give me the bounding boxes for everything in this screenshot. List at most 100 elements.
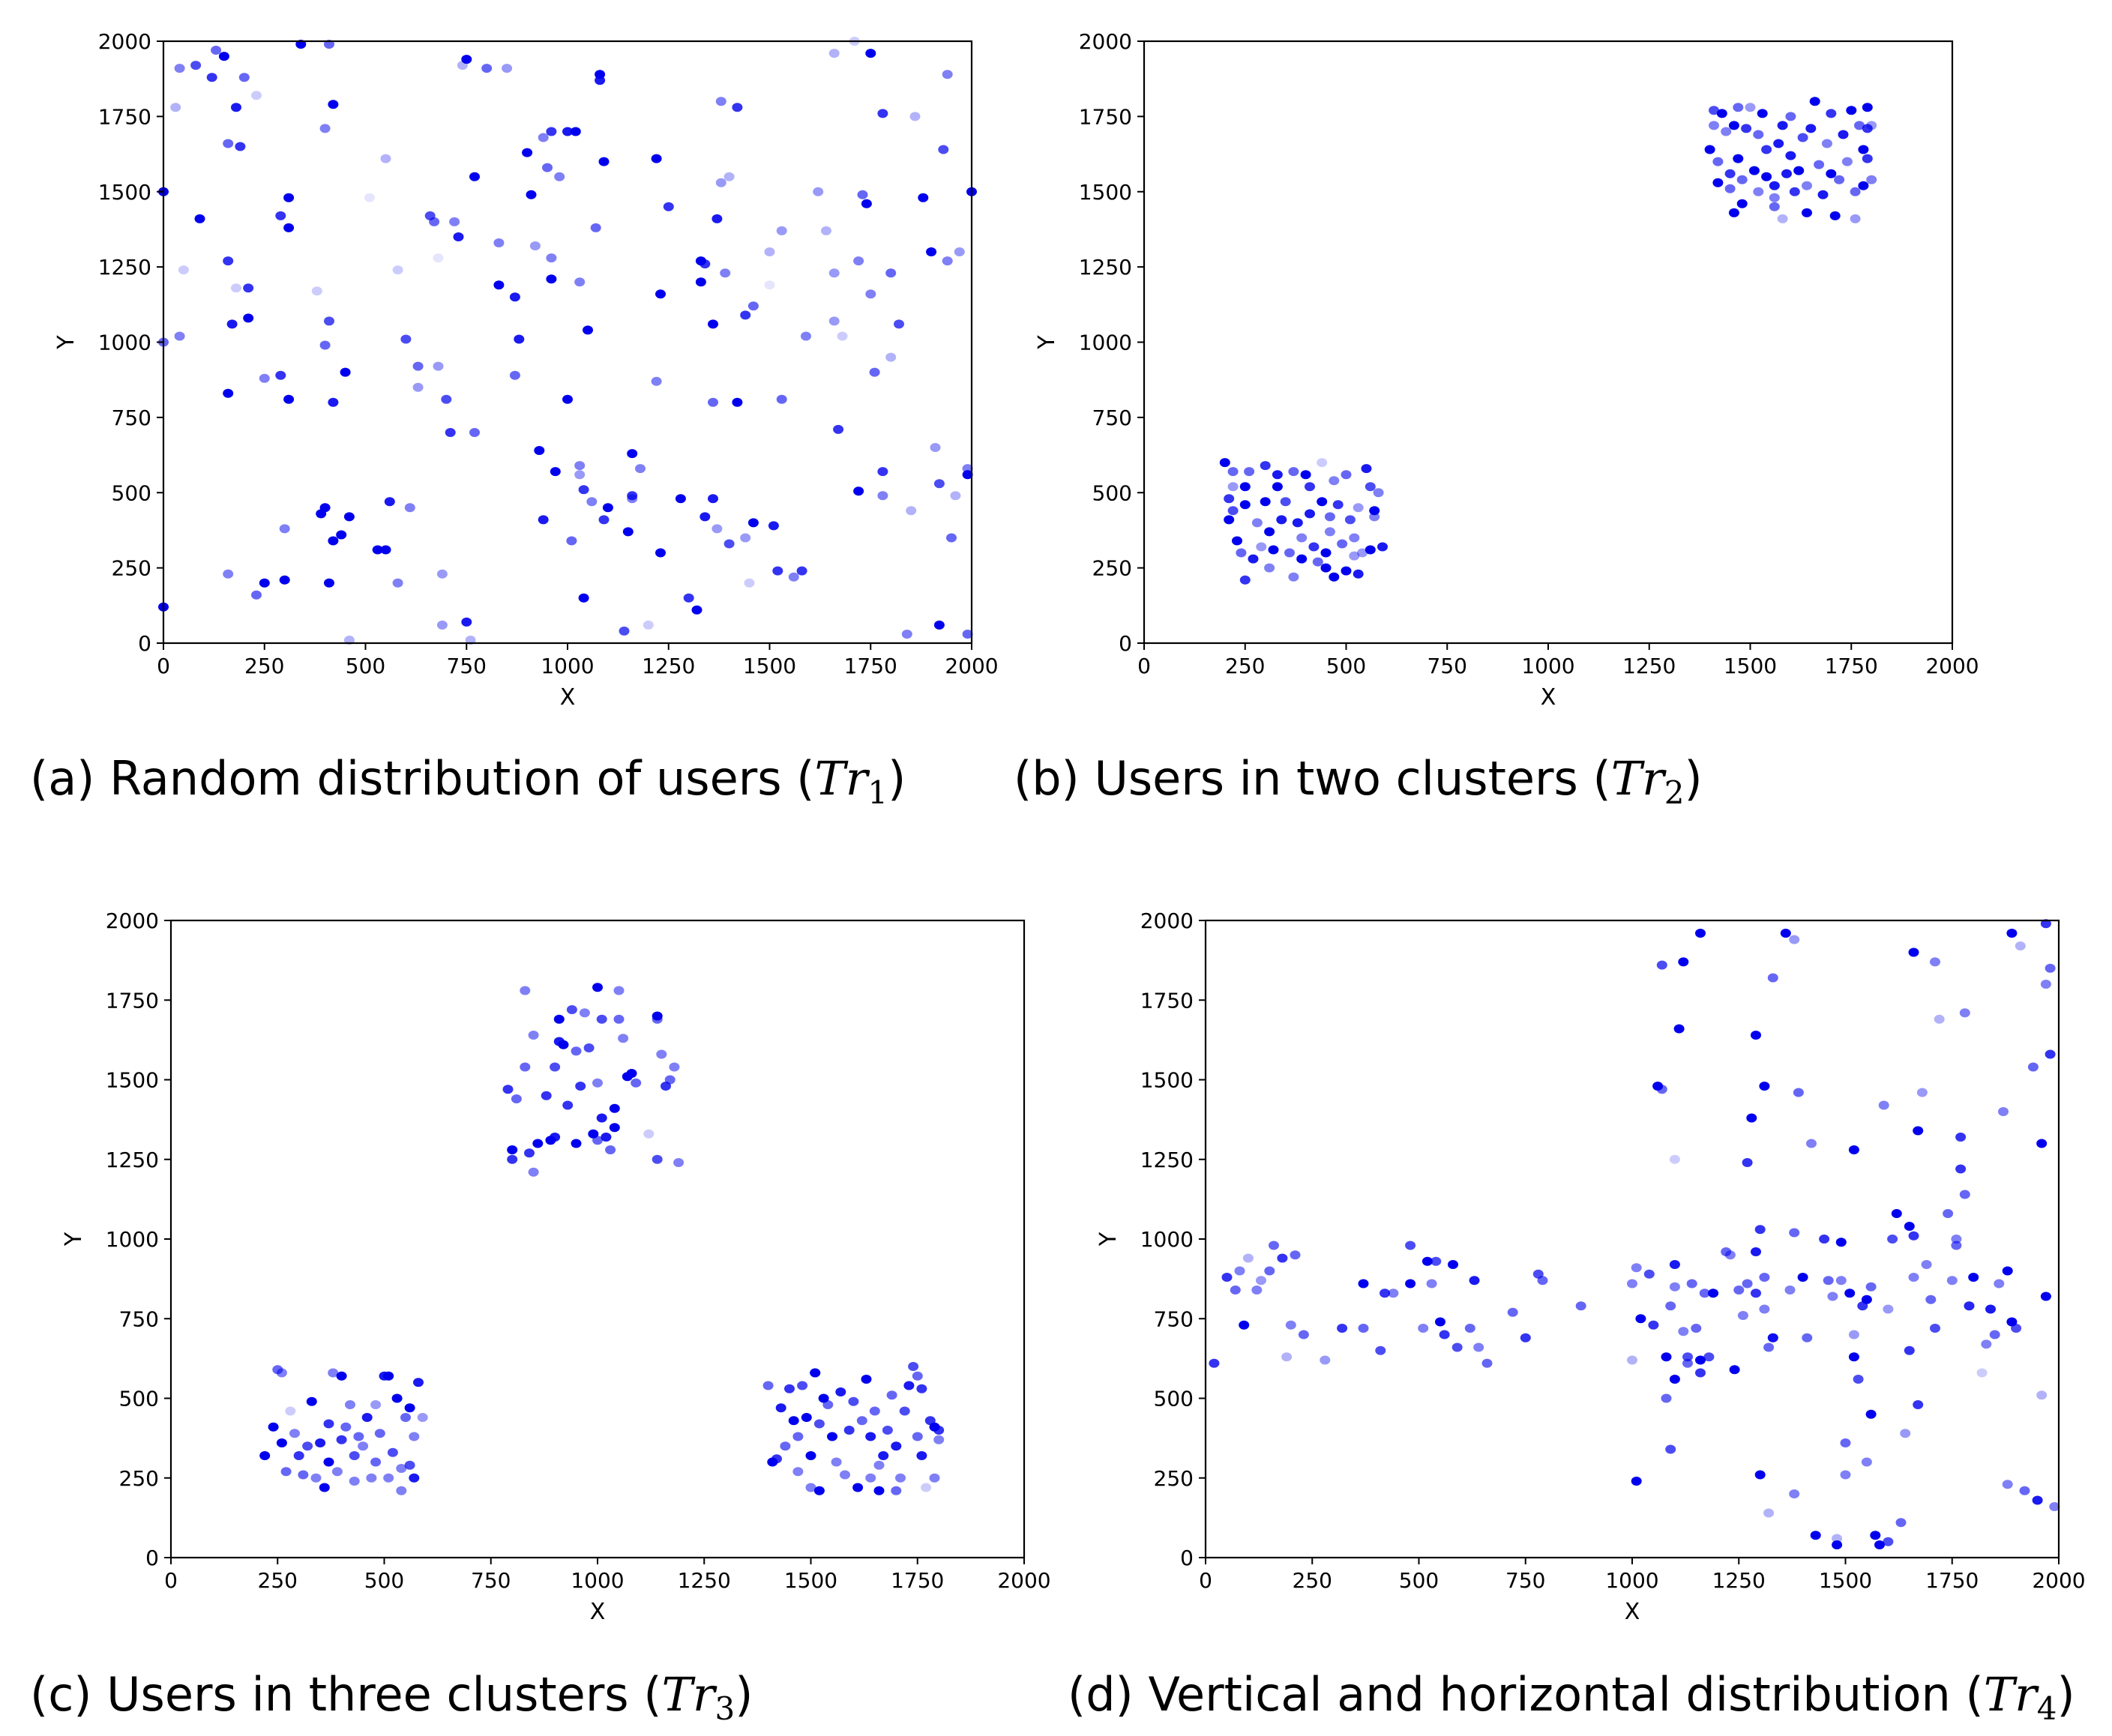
data-point — [1985, 1304, 1996, 1314]
x-tick-label: 250 — [258, 1568, 298, 1593]
data-point — [1227, 506, 1239, 516]
data-point — [1848, 1330, 1859, 1339]
data-point — [522, 148, 533, 157]
x-tick-label: 250 — [1293, 1568, 1332, 1593]
data-point — [1834, 175, 1845, 184]
data-point — [1838, 130, 1849, 139]
data-point — [708, 319, 718, 329]
data-point — [618, 1034, 629, 1043]
caption-math: Tr — [814, 751, 870, 806]
data-point — [1575, 1301, 1586, 1311]
data-point — [590, 223, 601, 232]
data-point — [302, 1441, 313, 1451]
data-point — [1264, 1266, 1275, 1276]
data-point — [1826, 109, 1837, 118]
data-point — [723, 539, 735, 549]
data-point — [1405, 1279, 1416, 1289]
data-point — [652, 1014, 663, 1024]
data-point — [1627, 1355, 1637, 1365]
data-point — [723, 172, 735, 181]
data-point — [1280, 497, 1291, 507]
data-point — [1695, 929, 1706, 938]
data-point — [764, 280, 775, 290]
y-tick-label: 250 — [112, 556, 151, 581]
y-tick-label: 1000 — [106, 1227, 159, 1252]
data-point — [1290, 1250, 1301, 1260]
data-point — [1285, 1320, 1296, 1330]
data-point — [2006, 929, 2018, 938]
data-point — [1780, 929, 1791, 938]
data-point — [1353, 569, 1364, 579]
data-point — [1669, 1375, 1680, 1384]
data-point — [1777, 214, 1788, 223]
data-point — [358, 1441, 369, 1451]
data-point — [788, 1416, 799, 1426]
data-point — [954, 247, 965, 256]
data-point — [433, 253, 444, 263]
data-point — [1264, 563, 1275, 573]
data-point — [1862, 103, 1873, 112]
data-point — [865, 1432, 876, 1441]
data-point — [1789, 935, 1800, 944]
data-point — [2011, 1324, 2022, 1333]
data-point — [1358, 1279, 1369, 1289]
data-point — [574, 470, 586, 480]
data-point — [445, 428, 456, 437]
data-point — [1358, 1324, 1369, 1333]
data-point — [586, 497, 598, 507]
data-point — [404, 1403, 415, 1413]
data-point — [1887, 1235, 1898, 1244]
data-point — [449, 217, 460, 226]
data-point — [1312, 557, 1323, 567]
data-point — [223, 569, 234, 579]
data-point — [1631, 1263, 1642, 1273]
data-point — [319, 503, 331, 513]
x-tick-label: 1500 — [1724, 654, 1777, 678]
data-point — [933, 1435, 945, 1444]
data-point — [1789, 187, 1800, 196]
caption-text-end: ) — [1684, 751, 1702, 806]
data-point — [571, 1046, 582, 1056]
data-point — [1669, 1154, 1680, 1164]
x-tick-label: 250 — [244, 654, 284, 678]
data-point — [1320, 1355, 1331, 1365]
data-point — [715, 97, 726, 106]
data-point — [243, 283, 254, 293]
data-point — [877, 491, 888, 501]
data-point — [1754, 1225, 1766, 1235]
data-point — [372, 545, 383, 555]
data-point — [609, 1123, 620, 1133]
data-point — [324, 316, 334, 326]
y-tick-label: 2000 — [1079, 29, 1132, 54]
y-tick-label: 250 — [1154, 1466, 1194, 1491]
data-point — [933, 1426, 945, 1435]
data-point — [259, 578, 270, 588]
x-tick-label: 2000 — [997, 1568, 1050, 1593]
data-point — [813, 1419, 825, 1429]
caption-text: (d) Vertical and horizontal distribution… — [1068, 1667, 1984, 1722]
data-point — [2045, 963, 2056, 973]
data-point — [1848, 1145, 1859, 1154]
data-point — [942, 70, 953, 79]
data-point — [1219, 458, 1230, 468]
data-point — [1709, 106, 1719, 115]
y-tick-label: 1000 — [1140, 1227, 1194, 1252]
y-tick-label: 1500 — [98, 180, 151, 205]
data-point — [1741, 124, 1752, 133]
data-point — [1268, 545, 1279, 555]
data-point — [469, 172, 480, 181]
data-point — [417, 1413, 428, 1422]
data-point — [899, 1406, 910, 1416]
data-point — [1264, 527, 1275, 537]
data-point — [324, 578, 334, 588]
data-point — [882, 1426, 893, 1435]
data-point — [1317, 458, 1328, 468]
data-point — [413, 1378, 424, 1387]
data-point — [711, 214, 723, 223]
data-point — [1742, 1158, 1753, 1167]
data-point — [861, 1375, 872, 1384]
data-point — [2019, 1486, 2030, 1495]
data-point — [1369, 506, 1380, 516]
data-point — [613, 986, 625, 995]
data-point — [353, 1432, 364, 1441]
